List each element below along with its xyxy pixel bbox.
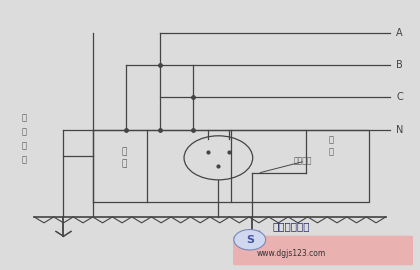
Text: 接: 接	[21, 141, 26, 150]
Text: 重复接地: 重复接地	[294, 156, 312, 165]
Text: 接
零: 接 零	[121, 147, 127, 168]
Text: A: A	[396, 28, 403, 38]
Text: 工: 工	[21, 113, 26, 122]
Text: B: B	[396, 60, 403, 70]
Text: N: N	[396, 125, 404, 135]
Text: 电工技术之家: 电工技术之家	[273, 221, 310, 231]
Text: 地: 地	[21, 155, 26, 164]
Text: 作: 作	[21, 127, 26, 136]
Text: S: S	[246, 235, 254, 245]
FancyBboxPatch shape	[233, 236, 413, 265]
Circle shape	[234, 230, 266, 250]
Text: www.dgjs123.com: www.dgjs123.com	[257, 249, 326, 258]
Text: C: C	[396, 92, 403, 102]
Text: 变
机: 变 机	[329, 135, 334, 156]
